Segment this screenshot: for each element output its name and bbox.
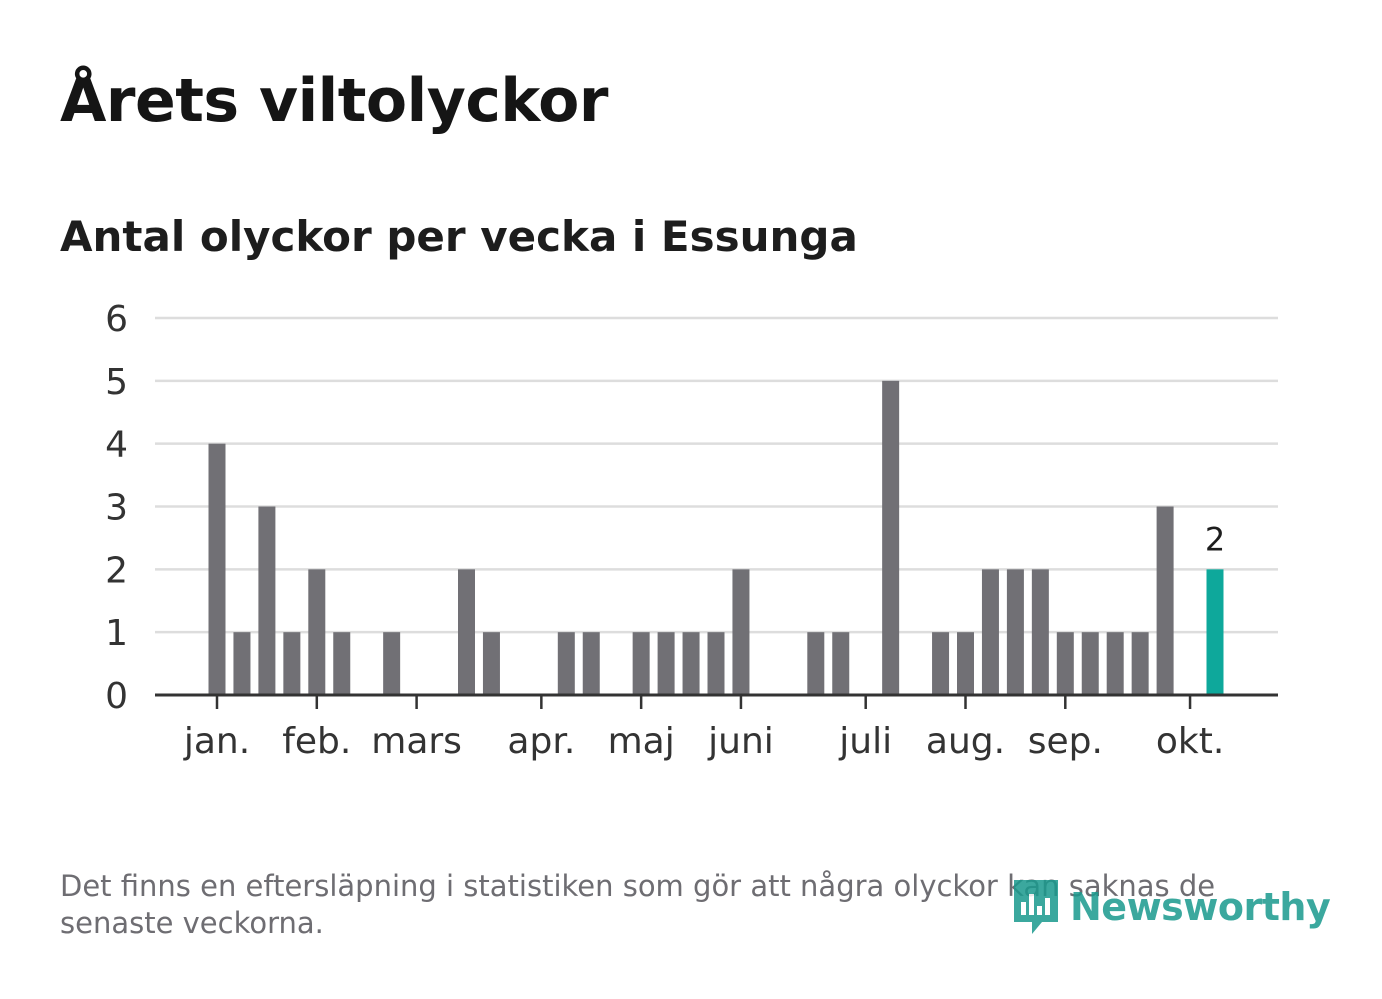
bar bbox=[233, 632, 251, 695]
bar bbox=[1106, 632, 1124, 695]
chart-subtitle: Antal olyckor per vecka i Essunga bbox=[60, 212, 858, 261]
x-tick-label: maj bbox=[608, 721, 675, 762]
bar bbox=[557, 632, 575, 695]
bar bbox=[882, 380, 900, 695]
bar bbox=[957, 632, 974, 695]
highlight-bar bbox=[1206, 569, 1224, 695]
newsworthy-logo-icon bbox=[1014, 880, 1058, 934]
bar bbox=[482, 632, 500, 695]
x-tick-label: okt. bbox=[1156, 721, 1224, 762]
bar bbox=[1131, 632, 1149, 695]
bar bbox=[1056, 632, 1074, 695]
data-label: 2 bbox=[1205, 520, 1225, 558]
bar bbox=[807, 632, 825, 695]
bar bbox=[682, 632, 700, 695]
y-tick-label: 0 bbox=[105, 676, 128, 717]
y-tick-label: 4 bbox=[105, 425, 128, 466]
bar bbox=[333, 632, 351, 695]
x-tick-label: sep. bbox=[1028, 721, 1103, 762]
y-tick-label: 2 bbox=[105, 550, 128, 591]
bar bbox=[981, 569, 999, 695]
bar bbox=[258, 506, 276, 695]
x-tick-label: feb. bbox=[282, 721, 351, 762]
y-tick-label: 5 bbox=[105, 362, 128, 403]
bar bbox=[732, 569, 750, 695]
newsworthy-logo-text: Newsworthy bbox=[1070, 885, 1331, 929]
bar bbox=[707, 632, 725, 695]
bar bbox=[308, 569, 326, 695]
x-tick-label: jan. bbox=[183, 721, 250, 762]
bar bbox=[932, 632, 950, 695]
bar bbox=[1031, 569, 1049, 695]
bar bbox=[208, 443, 226, 695]
bar bbox=[458, 569, 475, 695]
bar bbox=[283, 632, 301, 695]
y-tick-label: 6 bbox=[105, 299, 128, 340]
x-tick-label: apr. bbox=[507, 721, 575, 762]
bar bbox=[1081, 632, 1099, 695]
x-tick-label: aug. bbox=[926, 721, 1005, 762]
bar bbox=[1006, 569, 1024, 695]
y-tick-label: 1 bbox=[105, 613, 128, 654]
bar bbox=[657, 632, 675, 695]
bar bbox=[383, 632, 401, 695]
x-tick-label: mars bbox=[371, 721, 462, 762]
bar bbox=[1156, 506, 1174, 695]
bar-chart: 0 1 2 3 4 5 6 2 jan. feb. mars apr. maj juni juli aug. s… bbox=[105, 299, 1278, 762]
newsworthy-logo: Newsworthy bbox=[1010, 876, 1331, 938]
bar bbox=[632, 632, 650, 695]
chart-title: Årets viltolyckor bbox=[60, 66, 609, 136]
x-tick-label: juni bbox=[707, 721, 774, 762]
bar bbox=[582, 632, 600, 695]
y-tick-label: 3 bbox=[105, 488, 128, 529]
bar bbox=[832, 632, 850, 695]
x-tick-label: juli bbox=[838, 721, 892, 762]
